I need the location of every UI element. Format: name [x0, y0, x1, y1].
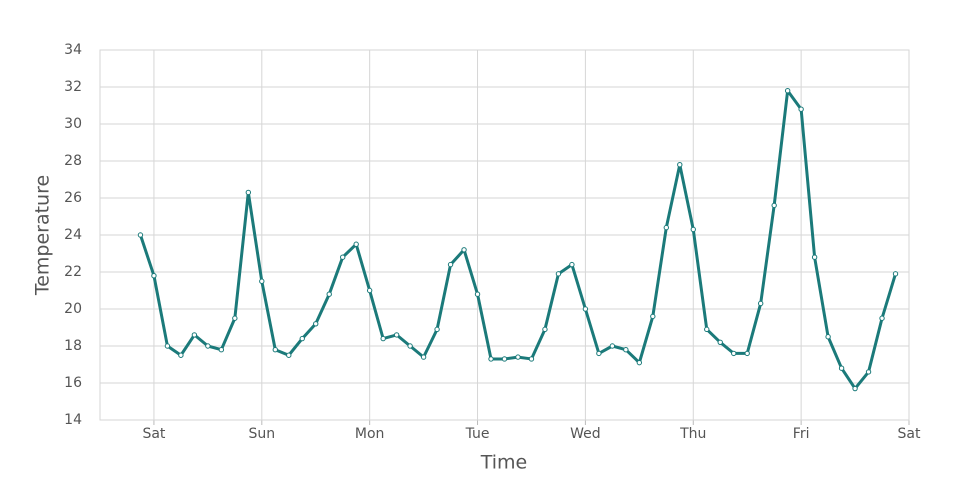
point: [879, 315, 885, 321]
x-axis-title: Time: [480, 452, 528, 474]
x-tick-label: Mon: [355, 426, 385, 442]
y-tick-label: 20: [64, 301, 82, 317]
point: [636, 359, 643, 366]
y-tick-label: 14: [64, 412, 82, 428]
point: [178, 352, 184, 358]
x-tick-label: Wed: [570, 426, 601, 442]
point: [151, 273, 157, 279]
point: [326, 291, 332, 297]
point: [164, 343, 171, 349]
point: [313, 321, 319, 327]
y-axis-title: Temperature: [32, 175, 54, 296]
point: [272, 347, 278, 353]
point: [474, 291, 481, 297]
y-tick-label: 24: [64, 227, 82, 243]
point: [852, 385, 858, 392]
y-tick-label: 34: [64, 42, 82, 58]
point: [865, 369, 872, 375]
y-tick-label: 22: [64, 264, 82, 280]
point: [488, 356, 494, 362]
y-tick-label: 16: [64, 375, 82, 391]
x-tick-label: Sun: [248, 426, 275, 442]
point: [299, 335, 305, 342]
point: [259, 278, 265, 284]
point: [434, 326, 440, 333]
point: [393, 332, 400, 338]
line: [139, 89, 897, 391]
point: [596, 350, 602, 357]
point: [838, 365, 845, 371]
point: [340, 254, 346, 260]
point: [137, 232, 144, 238]
point: [515, 354, 521, 360]
x-tick-label: Fri: [793, 426, 810, 442]
point: [218, 347, 225, 353]
point: [569, 261, 575, 268]
point: [784, 88, 791, 94]
point: [542, 326, 548, 333]
point: [731, 350, 737, 357]
point: [717, 339, 723, 345]
point: [528, 356, 535, 362]
point: [704, 326, 710, 333]
point: [771, 202, 777, 209]
plot-border: [99, 49, 910, 421]
point: [677, 162, 683, 168]
point: [609, 343, 616, 349]
x-tick-label: Thu: [679, 426, 706, 442]
point: [366, 287, 373, 294]
point: [245, 189, 252, 196]
y-tick-label: 32: [64, 79, 82, 95]
x-tick-label: Sat: [142, 426, 165, 442]
x-tick-label: Tue: [465, 426, 490, 442]
point: [663, 224, 669, 231]
point: [798, 106, 804, 112]
point: [191, 332, 198, 338]
y-tick-label: 30: [64, 116, 82, 132]
point: [623, 347, 629, 353]
point: [420, 354, 427, 360]
y-tick-label: 18: [64, 338, 82, 354]
point: [825, 334, 831, 340]
point: [811, 254, 818, 260]
point: [690, 226, 696, 233]
point: [744, 350, 750, 357]
point: [650, 313, 656, 320]
y-tick-label: 28: [64, 153, 82, 169]
point: [232, 315, 238, 321]
x-tick-label: Sat: [898, 426, 921, 442]
point: [407, 343, 413, 349]
point: [757, 300, 764, 307]
point: [286, 352, 292, 358]
point: [892, 271, 899, 277]
point: [353, 241, 359, 247]
point: [205, 343, 211, 349]
point: [447, 261, 454, 268]
point: [461, 247, 467, 253]
point: [380, 335, 386, 342]
point: [582, 306, 589, 312]
point: [555, 271, 562, 277]
y-tick-label: 26: [64, 190, 82, 206]
point: [501, 356, 508, 362]
